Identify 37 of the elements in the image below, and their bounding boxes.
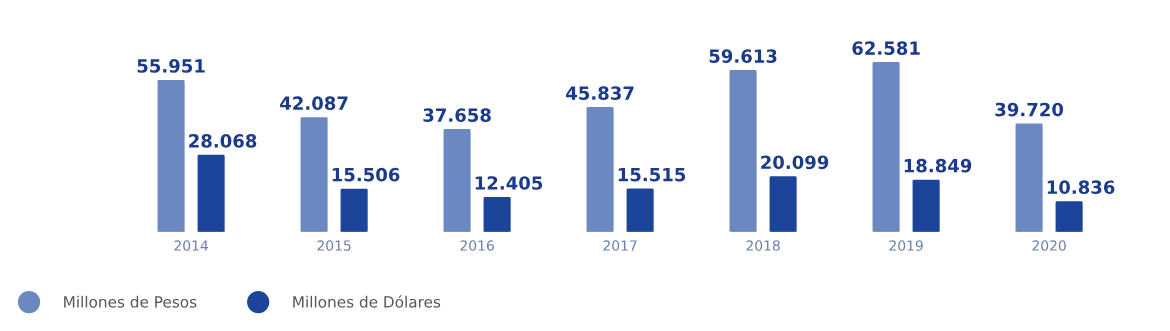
data-label: 15.515 (618, 168, 686, 182)
x-tick-label: 2014 (174, 240, 208, 251)
bar (769, 176, 797, 232)
data-label: 12.405 (475, 176, 543, 190)
legend-label: Millones de Dólares (293, 295, 441, 308)
x-tick-label: 2015 (317, 240, 351, 251)
x-tick-label: 2018 (746, 240, 780, 251)
data-label: 55.951 (137, 59, 205, 73)
data-label: 42.087 (280, 96, 348, 111)
data-label: 15.506 (332, 167, 400, 182)
bar (197, 154, 225, 232)
data-label: 18.849 (904, 158, 972, 173)
bar (1015, 123, 1043, 232)
bar (300, 117, 328, 232)
bar (872, 62, 900, 232)
bar (483, 196, 511, 232)
x-tick-label: 2020 (1032, 240, 1066, 251)
bar (729, 70, 757, 232)
bar (340, 188, 368, 232)
data-label: 28.068 (189, 134, 257, 148)
data-label: 59.613 (709, 49, 777, 63)
data-label: 45.837 (566, 86, 634, 100)
data-label: 20.099 (761, 155, 829, 170)
data-label: 10.836 (1047, 180, 1115, 195)
data-label: 39.720 (995, 102, 1064, 117)
x-tick-label: 2017 (603, 240, 637, 251)
bar (157, 79, 185, 232)
bar (912, 179, 940, 232)
legend-label: Millones de Pesos (64, 295, 197, 308)
x-tick-label: 2019 (889, 240, 923, 251)
data-label: 37.658 (423, 108, 491, 122)
data-label: 62.581 (852, 41, 920, 55)
x-tick-label: 2016 (460, 240, 494, 251)
bar (626, 188, 654, 232)
bar (586, 107, 614, 232)
bar (1055, 201, 1083, 232)
bar (443, 129, 471, 232)
